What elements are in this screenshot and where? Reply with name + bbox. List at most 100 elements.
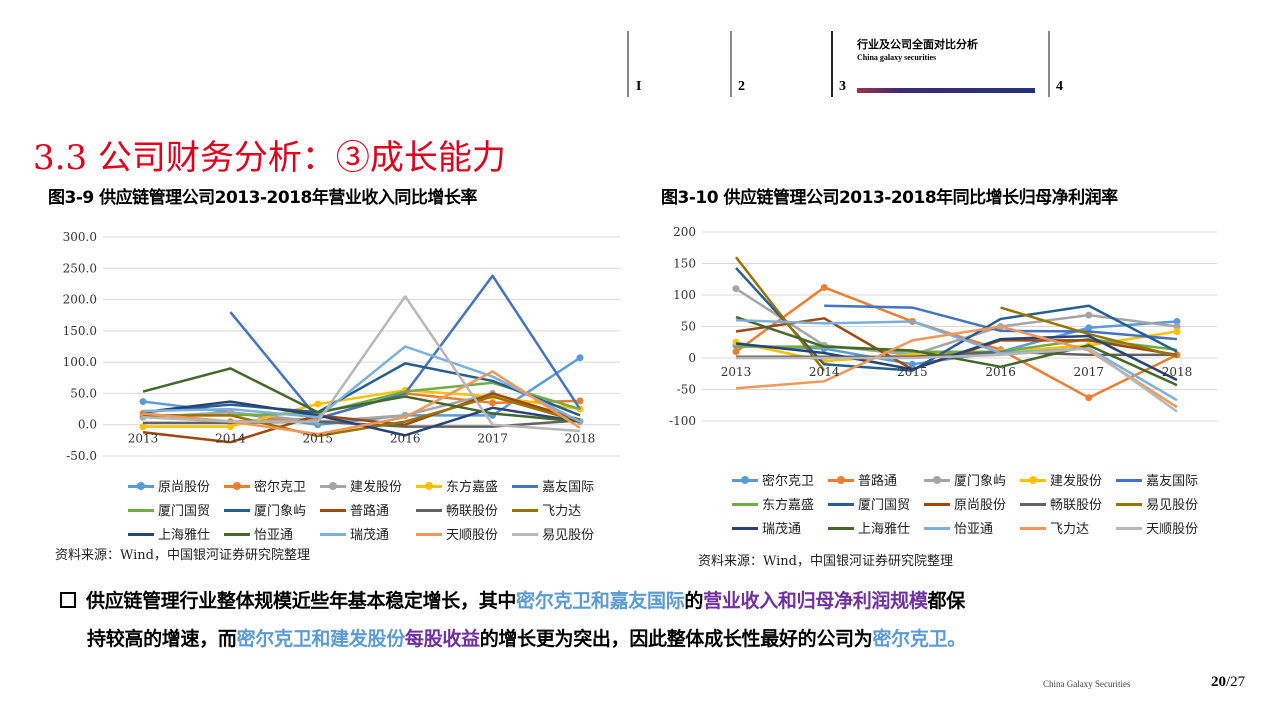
chart1-title: 图3-9 供应链管理公司2013-2018年营业收入同比增长率 — [48, 188, 477, 208]
data-point — [1173, 328, 1181, 336]
data-point — [489, 399, 497, 407]
legend-label: 普路通 — [350, 504, 390, 519]
y-tick-label: 50.0 — [70, 386, 97, 400]
legend-label: 飞力达 — [1050, 522, 1090, 537]
legend-label: 嘉友国际 — [542, 480, 595, 495]
series-line — [735, 334, 1178, 382]
footer-brand: China Galaxy Securities — [1043, 679, 1131, 689]
section-tab-2[interactable]: 2 — [738, 79, 745, 94]
data-point — [1085, 394, 1093, 402]
legend-item: 嘉友国际 — [512, 476, 594, 495]
legend-item: 怡亚通 — [924, 518, 1006, 537]
text: 的 — [684, 590, 704, 612]
y-tick-label: 200.0 — [63, 293, 97, 307]
legend-swatch — [1116, 498, 1143, 510]
series-line — [824, 304, 1178, 341]
legend-swatch — [224, 504, 251, 516]
x-tick-label: 2014 — [809, 365, 840, 379]
legend-label: 密尔克卫 — [254, 480, 307, 495]
legend-item: 厦门象屿 — [224, 500, 306, 519]
section-divider — [831, 31, 833, 97]
y-tick-label: -50.0 — [66, 449, 97, 463]
legend-swatch — [828, 498, 855, 510]
legend-label: 畅联股份 — [1050, 498, 1103, 513]
page-number: 20/27 — [1211, 674, 1245, 691]
highlight: 密尔克卫和建发股份 — [236, 628, 406, 650]
legend-label: 厦门象屿 — [254, 504, 307, 519]
series-line — [735, 318, 1178, 402]
series-line — [735, 267, 1178, 372]
legend-swatch — [128, 528, 154, 540]
x-tick-label: 2016 — [390, 432, 421, 446]
legend-item: 东方嘉盛 — [732, 494, 814, 513]
legend-swatch — [416, 528, 443, 540]
active-section-bar — [857, 88, 1035, 93]
legend-label: 畅联股份 — [446, 504, 499, 519]
legend-label: 天顺股份 — [446, 528, 499, 543]
legend-item: 普路通 — [320, 500, 402, 519]
legend-label: 原尚股份 — [954, 498, 1007, 513]
section-divider — [627, 31, 629, 97]
legend-swatch — [320, 504, 347, 516]
series-line — [229, 274, 582, 420]
data-point — [1085, 324, 1093, 332]
chart2-source: 资料来源：Wind，中国银河证券研究院整理 — [698, 554, 953, 569]
series-line — [143, 395, 581, 438]
chart1-legend: 原尚股份 密尔克卫 建发股份 东方嘉盛 嘉友国际 厦门国贸 厦门象屿 普路通 畅联股份 飞力达 上海… — [128, 476, 594, 543]
x-tick-label: 2013 — [128, 432, 159, 446]
text: 的增长更为突出，因此整体成长性最好的公司为 — [479, 628, 873, 650]
legend-label: 天顺股份 — [1146, 522, 1199, 537]
x-tick-label: 2018 — [565, 432, 596, 446]
legend-swatch — [732, 474, 758, 486]
legend-label: 建发股份 — [1050, 474, 1103, 489]
legend-item: 飞力达 — [512, 500, 594, 519]
legend-swatch — [416, 480, 443, 492]
y-tick-label: 100.0 — [63, 355, 97, 369]
legend-item: 建发股份 — [1020, 470, 1102, 489]
data-point — [226, 423, 234, 431]
legend-label: 厦门象屿 — [954, 474, 1007, 489]
section-divider — [1048, 31, 1050, 97]
legend-item: 东方嘉盛 — [416, 476, 498, 495]
legend-swatch — [416, 504, 443, 516]
current-page: 20 — [1211, 674, 1226, 690]
x-tick-label: 2015 — [897, 365, 928, 379]
legend-swatch — [1020, 498, 1047, 510]
legend-item: 瑞茂通 — [320, 524, 402, 543]
data-point — [139, 423, 147, 431]
x-tick-label: 2014 — [215, 432, 246, 446]
legend-label: 东方嘉盛 — [446, 480, 499, 495]
legend-swatch — [224, 480, 251, 492]
chart2-title: 图3-10 供应链管理公司2013-2018年同比增长归母净利润率 — [661, 188, 1118, 208]
section-tab-1[interactable]: I — [636, 79, 642, 94]
x-tick-label: 2013 — [721, 365, 752, 379]
y-tick-label: 100 — [673, 288, 696, 302]
legend-label: 厦门国贸 — [858, 498, 911, 513]
legend-item: 嘉友国际 — [1116, 470, 1198, 489]
legend-item: 天顺股份 — [1116, 518, 1198, 537]
data-point — [314, 400, 322, 408]
data-point — [1173, 317, 1181, 325]
series-line — [142, 367, 581, 423]
total-pages: /27 — [1226, 674, 1246, 690]
chart1-source: 资料来源：Wind，中国银河证券研究院整理 — [55, 548, 310, 563]
legend-label: 瑞茂通 — [350, 528, 390, 543]
y-tick-label: 0 — [688, 351, 696, 365]
legend-swatch — [512, 480, 539, 492]
bullet-square-icon — [60, 592, 76, 608]
legend-item: 易见股份 — [512, 524, 594, 543]
legend-item: 畅联股份 — [1020, 494, 1102, 513]
legend-swatch — [924, 498, 951, 510]
legend-swatch — [924, 474, 951, 486]
legend-swatch — [828, 522, 855, 534]
series-line — [735, 287, 1178, 357]
section-tab-4[interactable]: 4 — [1056, 79, 1063, 94]
page-title: 3.3 公司财务分析：③成长能力 — [33, 138, 506, 178]
y-tick-label: 250.0 — [63, 261, 97, 275]
x-tick-label: 2016 — [985, 365, 1016, 379]
series-line — [735, 315, 1178, 387]
section-tab-3[interactable]: 3 — [839, 79, 846, 94]
legend-label: 易见股份 — [542, 528, 595, 543]
chart2-legend: 密尔克卫 普路通 厦门象屿 建发股份 嘉友国际 东方嘉盛 厦门国贸 原尚股份 畅联股份 易见股份瑞… — [732, 470, 1198, 537]
x-tick-label: 2018 — [1162, 365, 1193, 379]
